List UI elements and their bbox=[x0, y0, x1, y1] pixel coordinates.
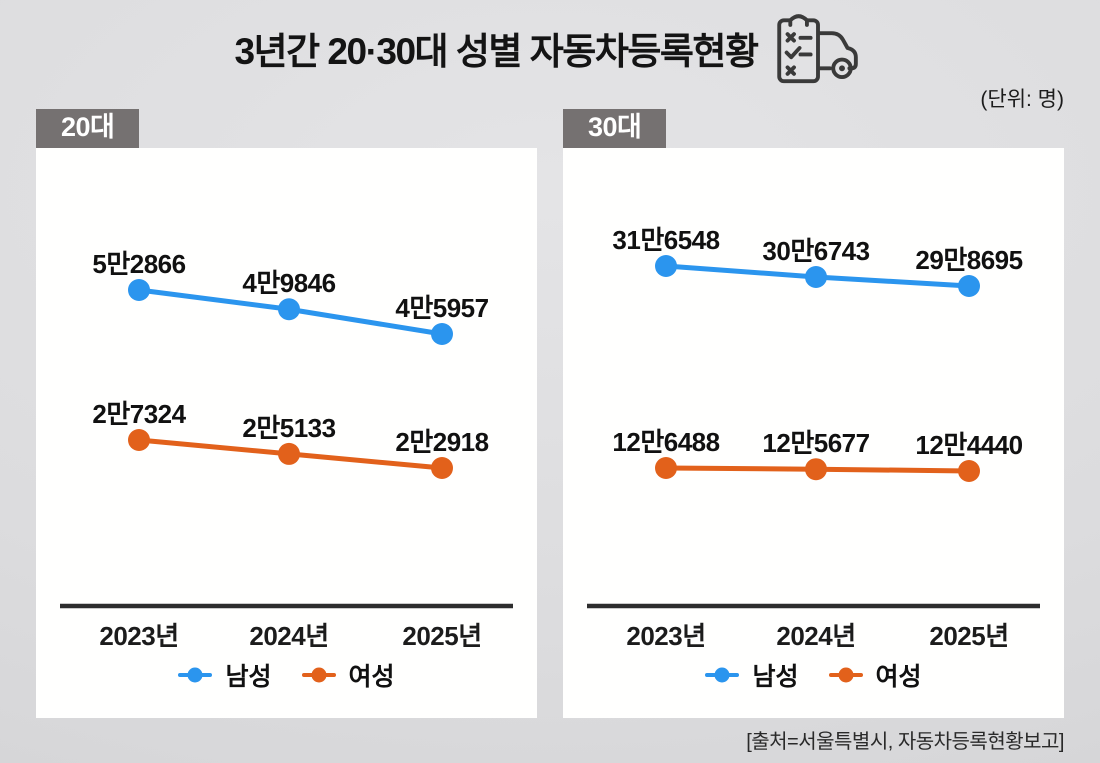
legend-item: 여성 bbox=[301, 657, 395, 693]
data-point bbox=[958, 275, 980, 297]
data-label: 2만2918 bbox=[395, 427, 488, 457]
legend-label: 여성 bbox=[875, 663, 922, 691]
header: 3년간 20·30대 성별 자동차등록현황 bbox=[36, 8, 1064, 88]
clipboard-car-icon bbox=[770, 9, 866, 87]
panel-30s: 30대 31만6548 30만6743 29만8695 12만6488 12만5677 1… bbox=[563, 109, 1064, 718]
legend-30s: 남성 여성 bbox=[563, 657, 1064, 693]
legend-marker-female bbox=[301, 667, 336, 683]
data-label: 12만5677 bbox=[762, 428, 869, 458]
x-tick-label: 2025년 bbox=[929, 621, 1008, 651]
x-tick-label: 2025년 bbox=[402, 621, 481, 651]
legend-label: 남성 bbox=[752, 663, 799, 691]
unit-label: (단위: 명) bbox=[980, 88, 1064, 111]
legend-marker-female bbox=[828, 667, 863, 683]
x-tick-label: 2024년 bbox=[776, 621, 855, 651]
panel-badge-30s: 30대 bbox=[563, 109, 667, 148]
panel-20s: 20대 5만2866 4만9846 4만5957 2만7324 2만5133 2만2918… bbox=[36, 109, 537, 718]
data-point bbox=[128, 279, 150, 301]
legend-marker-male bbox=[178, 667, 213, 683]
x-tick-label: 2023년 bbox=[626, 621, 705, 651]
data-label: 12만4440 bbox=[915, 430, 1022, 460]
legend-marker-male bbox=[705, 667, 740, 683]
legend-item: 남성 bbox=[705, 657, 799, 693]
chart-panels: 20대 5만2866 4만9846 4만5957 2만7324 2만5133 2만2918… bbox=[36, 109, 1064, 718]
legend-label: 여성 bbox=[348, 663, 395, 691]
legend-item: 여성 bbox=[828, 657, 922, 693]
x-tick-label: 2024년 bbox=[249, 621, 328, 651]
data-label: 4만9846 bbox=[242, 268, 335, 298]
panel-badge-20s: 20대 bbox=[36, 109, 140, 148]
data-point bbox=[278, 298, 300, 321]
legend-label: 남성 bbox=[225, 663, 272, 691]
data-label: 2만7324 bbox=[92, 399, 186, 429]
page-title: 3년간 20·30대 성별 자동차등록현황 bbox=[234, 31, 759, 72]
data-label: 5만2866 bbox=[92, 249, 185, 279]
data-point bbox=[431, 323, 453, 345]
line-chart-30s: 31만6548 30만6743 29만8695 12만6488 12만5677 12만44… bbox=[587, 225, 1040, 651]
data-point bbox=[805, 458, 827, 481]
legend-20s: 남성 여성 bbox=[36, 657, 537, 693]
data-point bbox=[431, 457, 453, 479]
legend-item: 남성 bbox=[178, 657, 272, 693]
data-point bbox=[805, 265, 827, 288]
x-tick-label: 2023년 bbox=[99, 621, 178, 651]
source-caption: [출처=서울특별시, 자동차등록현황보고] bbox=[746, 731, 1064, 753]
data-label: 4만5957 bbox=[395, 293, 488, 323]
data-point bbox=[958, 460, 980, 482]
data-point bbox=[278, 442, 300, 465]
data-point bbox=[128, 429, 150, 451]
data-point bbox=[655, 457, 677, 479]
data-label: 31만6548 bbox=[612, 225, 719, 255]
data-label: 30만6743 bbox=[762, 236, 869, 266]
line-chart-20s: 5만2866 4만9846 4만5957 2만7324 2만5133 2만2918 2023… bbox=[60, 249, 513, 651]
data-label: 2만5133 bbox=[242, 413, 335, 443]
data-label: 29만8695 bbox=[915, 245, 1022, 275]
data-point bbox=[655, 255, 677, 277]
data-label: 12만6488 bbox=[612, 427, 719, 457]
